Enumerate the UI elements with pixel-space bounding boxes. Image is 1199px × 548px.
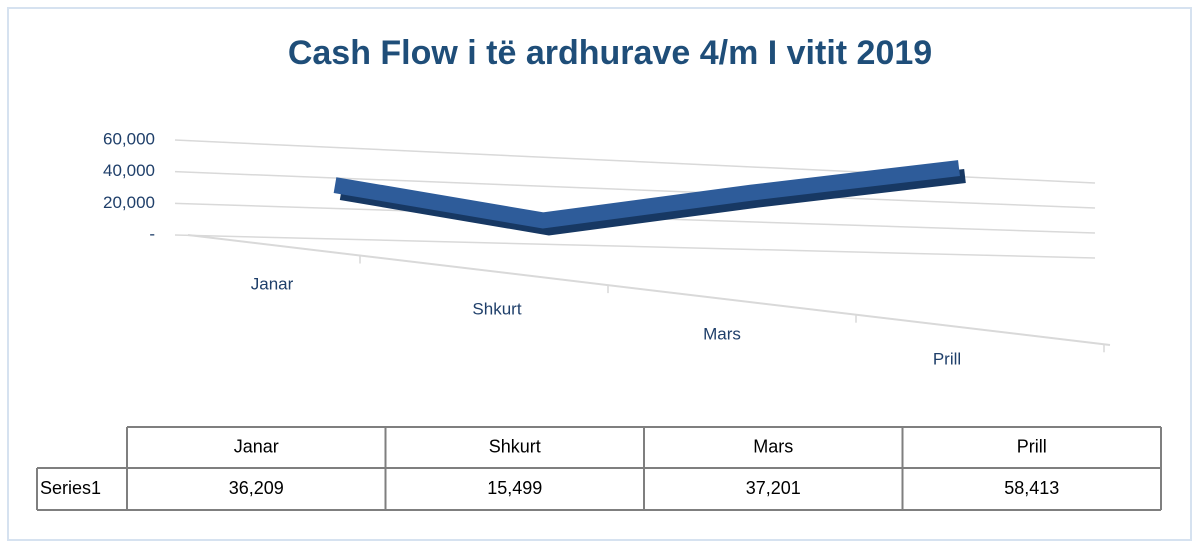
table-value: 15,499 (487, 478, 542, 498)
legend-label: Series1 (40, 478, 101, 498)
table-header: Mars (753, 436, 793, 456)
table-header: Shkurt (489, 436, 541, 456)
y-tick-label: 20,000 (103, 193, 155, 212)
x-tick-label: Shkurt (472, 299, 521, 318)
x-tick-label: Janar (251, 274, 294, 293)
grid-line (174, 234, 1096, 259)
x-tick-label: Prill (933, 349, 961, 368)
table-header: Janar (234, 436, 279, 456)
chart-frame (7, 7, 1192, 541)
table-value: 37,201 (746, 478, 801, 498)
series-line (333, 160, 960, 229)
y-tick-label: 40,000 (103, 161, 155, 180)
chart-title: Cash Flow i të ardhurave 4/m I vitit 201… (288, 34, 932, 72)
grid-line (174, 170, 1096, 209)
table-value: 58,413 (1004, 478, 1059, 498)
y-tick-label: - (149, 224, 155, 243)
floor-edge (187, 234, 1111, 346)
y-tick-label: 60,000 (103, 129, 155, 148)
table-value: 36,209 (229, 478, 284, 498)
x-tick-label: Mars (703, 324, 741, 343)
table-header: Prill (1017, 436, 1047, 456)
